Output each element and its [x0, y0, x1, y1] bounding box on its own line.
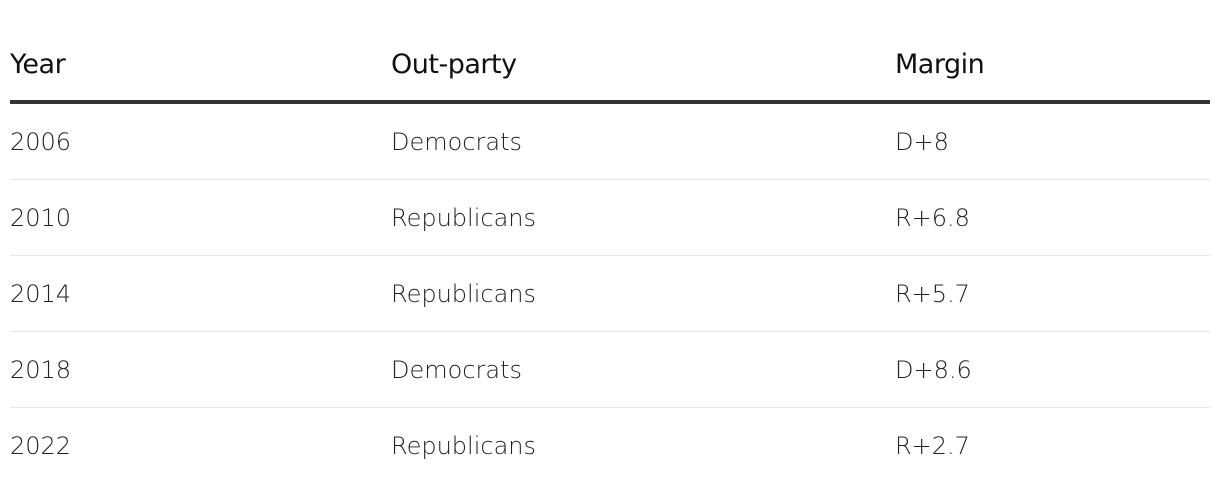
table-body: 2006 Democrats D+8 2010 Republicans R+6.8 2014…: [10, 102, 1210, 483]
table-row: 2010 Republicans R+6.8: [10, 179, 1210, 256]
table-row: 2014 Republicans R+5.7: [10, 255, 1210, 332]
table-cell: Republicans: [391, 431, 536, 460]
table-cell: Republicans: [391, 255, 895, 332]
column-header: Out-party: [391, 28, 895, 104]
table-cell: 2014: [10, 255, 391, 332]
header-row: Year Out-party Margin: [10, 28, 1210, 104]
table-cell: D+8.6: [895, 331, 1210, 408]
table-cell: Republicans: [391, 179, 895, 256]
table-row: 2006 Democrats D+8: [10, 102, 1210, 180]
table-cell: 2010: [10, 179, 391, 256]
table-cell: R+6.8: [895, 179, 1210, 256]
table-cell: Democrats: [391, 102, 895, 180]
table-row: 2022 Republicans R+2.7: [10, 408, 1210, 484]
table-cell: 2006: [10, 102, 391, 180]
table-cell: 2018: [10, 331, 391, 408]
table-cell: Democrats: [391, 331, 895, 408]
column-header: Year: [10, 28, 391, 104]
column-header: Margin: [895, 28, 1210, 104]
results-table: Year Out-party Margin 2006 Democrats D+8 2010…: [10, 28, 1210, 483]
table-cell: R+5.7: [895, 255, 1210, 332]
table-cell: R+2.7: [895, 431, 970, 460]
table-cell: 2022: [10, 431, 72, 460]
table-cell: D+8: [895, 102, 1210, 180]
table-head: Year Out-party Margin: [10, 28, 1210, 104]
table-row: 2018 Democrats D+8.6: [10, 331, 1210, 408]
